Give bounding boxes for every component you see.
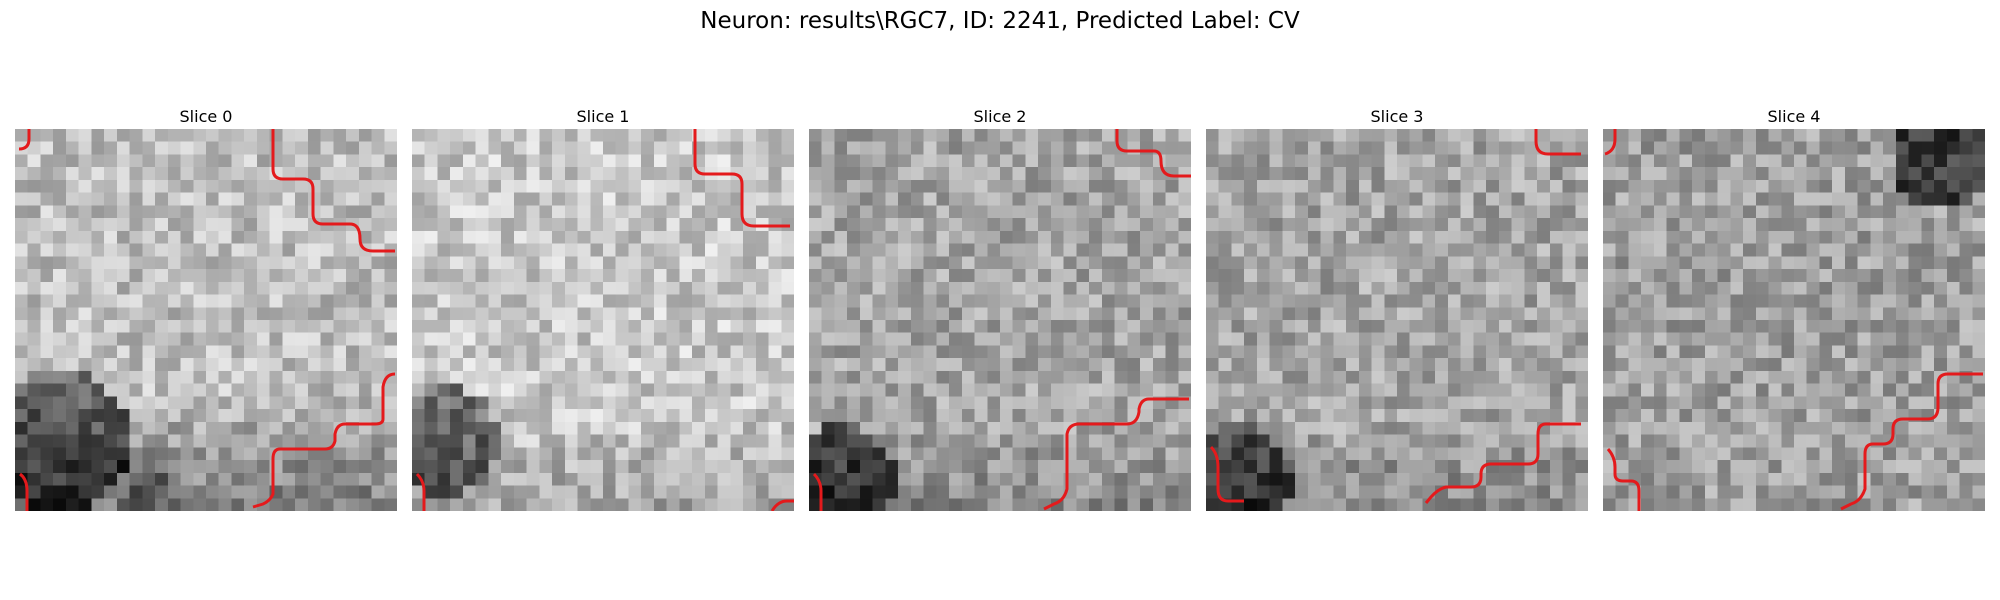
slice-panel-2: Slice 2 xyxy=(809,105,1191,511)
contour-overlay xyxy=(18,129,396,511)
contour-overlay xyxy=(1604,129,1983,511)
slice-panel-3: Slice 3 xyxy=(1206,105,1588,511)
contour-overlay xyxy=(1209,129,1581,504)
slice-title: Slice 4 xyxy=(1767,107,1821,126)
contour-overlay xyxy=(812,129,1191,511)
slice-panel-0: Slice 0 xyxy=(15,105,397,511)
slice-panel-1: Slice 1 xyxy=(412,105,794,511)
slice-title: Slice 3 xyxy=(1370,107,1424,126)
slice-image xyxy=(412,129,794,511)
contour-overlay xyxy=(415,129,794,511)
slice-image xyxy=(809,129,1191,511)
slice-title: Slice 1 xyxy=(576,107,630,126)
slice-image xyxy=(1206,129,1588,511)
figure-title: Neuron: results\RGC7, ID: 2241, Predicte… xyxy=(700,8,1300,34)
slice-panel-4: Slice 4 xyxy=(1603,105,1985,511)
slice-image xyxy=(1603,129,1985,511)
slice-title: Slice 0 xyxy=(179,107,233,126)
slice-title: Slice 2 xyxy=(973,107,1027,126)
